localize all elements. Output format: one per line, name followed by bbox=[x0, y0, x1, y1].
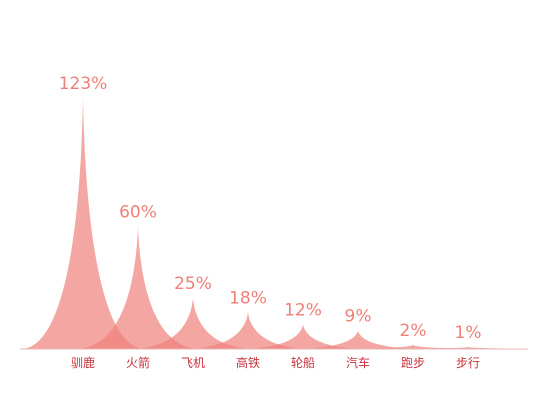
spike-1 bbox=[76, 226, 200, 349]
category-label-6: 跑步 bbox=[401, 356, 425, 370]
category-label-3: 高铁 bbox=[236, 355, 260, 370]
spike-0 bbox=[21, 98, 145, 349]
category-label-0: 驯鹿 bbox=[71, 355, 95, 370]
value-label-2: 25% bbox=[174, 274, 212, 294]
spikes-layer bbox=[21, 98, 530, 349]
value-label-4: 12% bbox=[284, 301, 322, 321]
spike-6 bbox=[351, 344, 475, 349]
value-labels-layer: 123% 60% 25% 18% 12% 9% 2% 1% bbox=[59, 74, 482, 343]
category-label-4: 轮船 bbox=[291, 356, 315, 370]
category-label-5: 汽车 bbox=[346, 355, 370, 370]
spike-2 bbox=[131, 297, 255, 349]
value-label-1: 60% bbox=[119, 203, 157, 223]
spike-3 bbox=[186, 312, 310, 349]
spike-7 bbox=[406, 346, 530, 349]
value-label-5: 9% bbox=[345, 307, 372, 327]
value-label-0: 123% bbox=[59, 74, 108, 94]
value-label-3: 18% bbox=[229, 288, 267, 308]
value-label-7: 1% bbox=[455, 323, 482, 343]
spike-4 bbox=[241, 324, 365, 349]
category-labels-layer: 驯鹿 火箭 飞机 高铁 轮船 汽车 跑步 步行 bbox=[71, 355, 480, 370]
category-label-7: 步行 bbox=[456, 356, 480, 370]
category-label-1: 火箭 bbox=[126, 355, 150, 370]
spike-5 bbox=[296, 330, 420, 349]
value-label-6: 2% bbox=[400, 321, 427, 341]
category-label-2: 飞机 bbox=[181, 356, 205, 370]
